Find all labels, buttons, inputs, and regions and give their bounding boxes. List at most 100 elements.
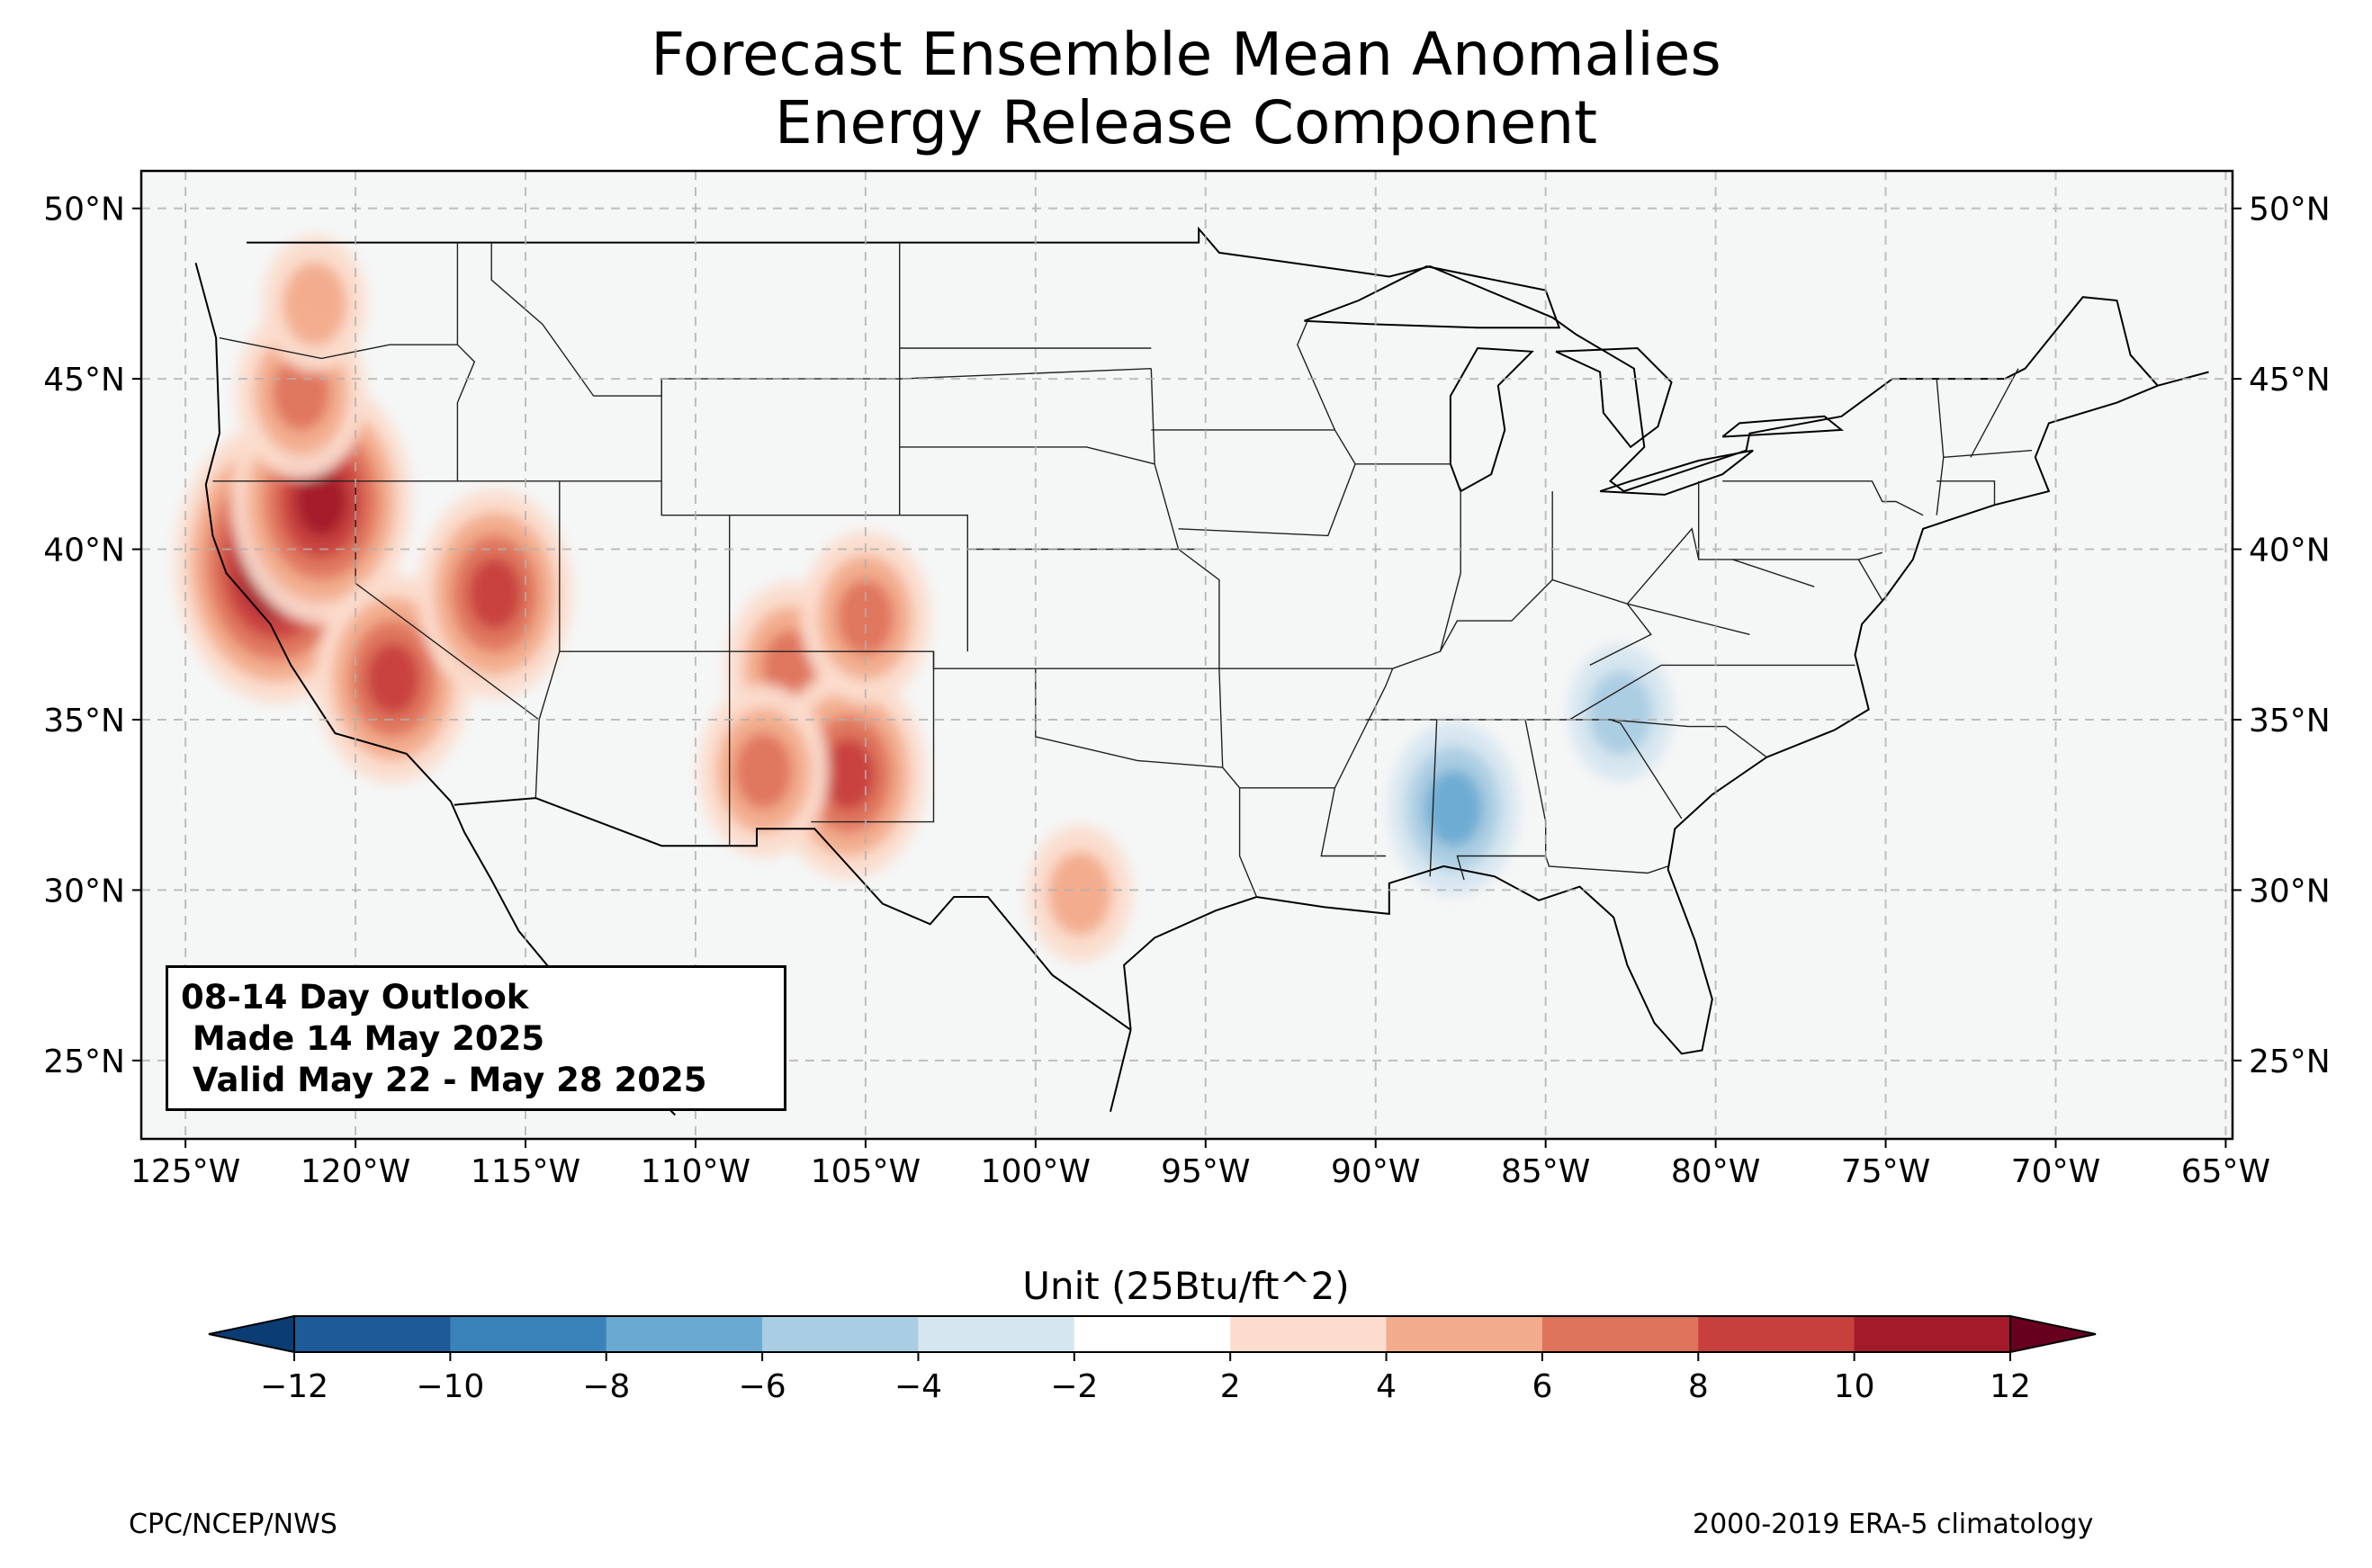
lat-tick-label-left: 50°N xyxy=(43,192,125,228)
state-border xyxy=(1297,320,1336,431)
lat-tick-label-right: 30°N xyxy=(2249,873,2331,909)
anomaly-area xyxy=(800,531,930,704)
colorbar-segment xyxy=(450,1316,607,1352)
colorbar-tick-label: 2 xyxy=(1220,1368,1241,1405)
colorbar-segment xyxy=(1074,1316,1231,1352)
colorbar-segment xyxy=(1386,1316,1543,1352)
state-border xyxy=(1943,450,2033,458)
anomaly-contour xyxy=(295,466,347,537)
lon-tick-label: 70°W xyxy=(2011,1153,2100,1190)
colorbar-segment xyxy=(294,1316,451,1352)
lon-tick-label: 115°W xyxy=(471,1153,580,1190)
anomaly-area xyxy=(698,684,829,857)
state-border xyxy=(899,242,1152,380)
colorbar-tick-label: 4 xyxy=(1376,1368,1397,1405)
colorbar-title: Unit (25Btu/ft^2) xyxy=(1022,1264,1350,1308)
state-border xyxy=(1392,578,1652,669)
colorbar-tick-label: 12 xyxy=(1990,1368,2031,1405)
outlook-info-box: 08-14 Day Outlook Made 14 May 2025 Valid… xyxy=(166,965,786,1111)
lon-tick-label: 105°W xyxy=(811,1153,921,1190)
colorbar: −12 −10 −8 −6 −4 −2 2 4 6 8 10 12 xyxy=(208,1314,2097,1405)
chart-title-line-1: Forecast Ensemble Mean Anomalies xyxy=(651,20,1721,89)
colorbar-segment xyxy=(1230,1316,1388,1352)
credit-source: CPC/NCEP/NWS xyxy=(129,1509,337,1540)
state-border xyxy=(1732,559,1815,587)
anomaly-area xyxy=(1388,721,1519,895)
credit-climatology: 2000-2019 ERA-5 climatology xyxy=(1693,1509,2094,1540)
colorbar-segment xyxy=(1854,1316,2011,1352)
colorbar-extend-high xyxy=(2009,1314,2097,1354)
colorbar-tick-label: −10 xyxy=(416,1368,484,1405)
anomaly-contour xyxy=(365,642,420,715)
colorbar-segment xyxy=(762,1316,919,1352)
lon-tick-label: 125°W xyxy=(130,1153,240,1190)
graticule xyxy=(141,171,2233,1139)
outlook-made-date: Made 14 May 2025 xyxy=(181,1019,545,1058)
state-border xyxy=(1970,368,2019,458)
lat-tick-label-right: 45°N xyxy=(2249,362,2331,399)
colorbar-tick-label: 6 xyxy=(1532,1368,1552,1405)
map-frame xyxy=(139,169,2234,1141)
lon-tick-label: 75°W xyxy=(1841,1153,1930,1190)
anomaly-contour xyxy=(1047,851,1112,936)
coastline-mexico xyxy=(1110,1029,1132,1112)
state-border xyxy=(1722,480,1924,516)
colorbar-tick-label: −2 xyxy=(1050,1368,1098,1405)
state-border xyxy=(559,480,1219,669)
lat-tick-label-left: 35°N xyxy=(43,703,125,739)
state-border xyxy=(1936,480,1996,506)
anomaly-contour xyxy=(822,738,876,811)
state-border xyxy=(811,651,935,823)
anomaly-contour xyxy=(468,557,522,631)
state-border xyxy=(1857,559,1883,601)
state-border xyxy=(1150,368,1224,768)
state-border xyxy=(1610,719,1767,758)
outlook-period: 08-14 Day Outlook xyxy=(181,978,529,1017)
lon-tick-label: 100°W xyxy=(981,1153,1091,1190)
colorbar-tick-label: −12 xyxy=(260,1368,328,1405)
colorbar-tick-label: −6 xyxy=(739,1368,786,1405)
colorbar-tick-label: 10 xyxy=(1834,1368,1875,1405)
lon-tick-label: 80°W xyxy=(1671,1153,1760,1190)
anomaly-area xyxy=(262,235,367,372)
lat-tick-label-left: 40°N xyxy=(43,533,125,569)
great-lake-outline xyxy=(1449,346,1534,492)
lon-tick-label: 120°W xyxy=(301,1153,410,1190)
anomaly-contour xyxy=(734,732,793,810)
great-lake-outline xyxy=(1721,415,1845,438)
state-border xyxy=(456,344,476,481)
lat-tick-label-left: 25°N xyxy=(43,1044,125,1080)
colorbar-tick-label: −8 xyxy=(582,1368,630,1405)
lat-tick-label-left: 30°N xyxy=(43,873,125,909)
anomaly-contour xyxy=(1588,670,1653,756)
map-axes: 125°W 120°W 115°W 110°W 105°W 100°W 95°W 90°W 85… xyxy=(43,192,2331,1190)
colorbar-frame xyxy=(293,1315,2011,1353)
colorbar-tick-label: −4 xyxy=(894,1368,942,1405)
great-lake-outline xyxy=(1304,265,1561,329)
state-border xyxy=(899,446,1155,465)
colorbar-tick-label: 8 xyxy=(1688,1368,1709,1405)
anomaly-area xyxy=(1027,825,1132,963)
outlook-valid-dates: Valid May 22 - May 28 2025 xyxy=(181,1061,707,1099)
colorbar-segment xyxy=(1698,1316,1855,1352)
chart-title-line-2: Energy Release Component xyxy=(774,88,1598,157)
lon-tick-label: 85°W xyxy=(1501,1153,1590,1190)
state-border xyxy=(219,242,459,360)
colorbar-segment xyxy=(918,1316,1075,1352)
anomaly-area xyxy=(1568,644,1673,782)
colorbar-segment xyxy=(606,1316,763,1352)
state-border xyxy=(1627,603,1750,635)
lat-tick-label-right: 35°N xyxy=(2249,703,2331,739)
lon-tick-label: 110°W xyxy=(641,1153,750,1190)
lon-tick-label: 95°W xyxy=(1161,1153,1250,1190)
state-border xyxy=(1429,719,1438,877)
border-us-canada xyxy=(247,226,2159,493)
lat-tick-label-left: 45°N xyxy=(43,362,125,399)
anomaly-contour xyxy=(283,261,347,346)
lon-tick-label: 65°W xyxy=(2181,1153,2270,1190)
anomaly-area xyxy=(418,488,573,698)
border-us-mexico xyxy=(454,797,1132,1031)
state-border xyxy=(535,650,561,799)
lon-tick-label: 90°W xyxy=(1331,1153,1420,1190)
